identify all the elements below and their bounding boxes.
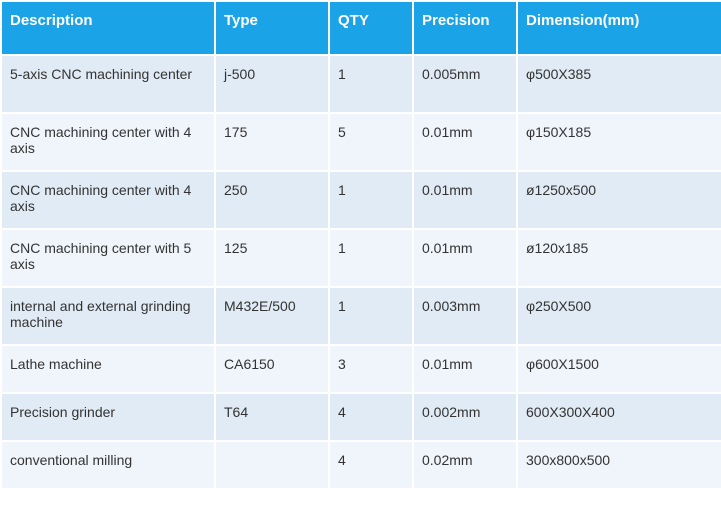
equipment-table: Description Type QTY Precision Dimension…	[0, 0, 721, 490]
table-cell: ø1250x500	[518, 172, 721, 228]
table-cell: φ150X185	[518, 114, 721, 170]
table-cell: 600X300X400	[518, 394, 721, 440]
table-cell: 1	[330, 172, 412, 228]
table-cell: conventional milling	[2, 442, 214, 488]
table-row: Precision grinderT6440.002mm600X300X400	[2, 394, 721, 440]
table-row: conventional milling 40.02mm300x800x500	[2, 442, 721, 488]
table-cell: Precision grinder	[2, 394, 214, 440]
table-row: CNC machining center with 4 axis17550.01…	[2, 114, 721, 170]
table-cell: internal and external grinding machine	[2, 288, 214, 344]
table-cell: CNC machining center with 4 axis	[2, 114, 214, 170]
table-cell: CA6150	[216, 346, 328, 392]
table-row: 5-axis CNC machining centerj-50010.005mm…	[2, 56, 721, 112]
table-cell: M432E/500	[216, 288, 328, 344]
table-row: Lathe machineCA615030.01mmφ600X1500	[2, 346, 721, 392]
table-cell: CNC machining center with 4 axis	[2, 172, 214, 228]
table-cell: 125	[216, 230, 328, 286]
header-type: Type	[216, 2, 328, 54]
table-cell: φ600X1500	[518, 346, 721, 392]
table-cell: 0.002mm	[414, 394, 516, 440]
table-cell: T64	[216, 394, 328, 440]
table-cell: 0.01mm	[414, 114, 516, 170]
table-cell: 0.02mm	[414, 442, 516, 488]
table-row: internal and external grinding machineM4…	[2, 288, 721, 344]
header-dimension: Dimension(mm)	[518, 2, 721, 54]
table-cell: φ250X500	[518, 288, 721, 344]
table-cell: Lathe machine	[2, 346, 214, 392]
table-cell: 3	[330, 346, 412, 392]
table-cell: 300x800x500	[518, 442, 721, 488]
table-cell: ø120x185	[518, 230, 721, 286]
table-cell: 0.01mm	[414, 172, 516, 228]
table-cell: 0.01mm	[414, 230, 516, 286]
table-cell: 0.003mm	[414, 288, 516, 344]
table-cell: 1	[330, 288, 412, 344]
header-description: Description	[2, 2, 214, 54]
table-cell: 175	[216, 114, 328, 170]
table-cell	[216, 442, 328, 488]
table-row: CNC machining center with 4 axis25010.01…	[2, 172, 721, 228]
table-cell: 5-axis CNC machining center	[2, 56, 214, 112]
table-body: 5-axis CNC machining centerj-50010.005mm…	[2, 56, 721, 488]
table-cell: 0.01mm	[414, 346, 516, 392]
table-cell: CNC machining center with 5 axis	[2, 230, 214, 286]
table-cell: 1	[330, 230, 412, 286]
table-cell: 4	[330, 442, 412, 488]
table-cell: φ500X385	[518, 56, 721, 112]
header-precision: Precision	[414, 2, 516, 54]
table-cell: 4	[330, 394, 412, 440]
table-cell: 250	[216, 172, 328, 228]
table-cell: j-500	[216, 56, 328, 112]
table-cell: 1	[330, 56, 412, 112]
table-cell: 0.005mm	[414, 56, 516, 112]
table-row: CNC machining center with 5 axis12510.01…	[2, 230, 721, 286]
table-cell: 5	[330, 114, 412, 170]
table-header-row: Description Type QTY Precision Dimension…	[2, 2, 721, 54]
header-qty: QTY	[330, 2, 412, 54]
